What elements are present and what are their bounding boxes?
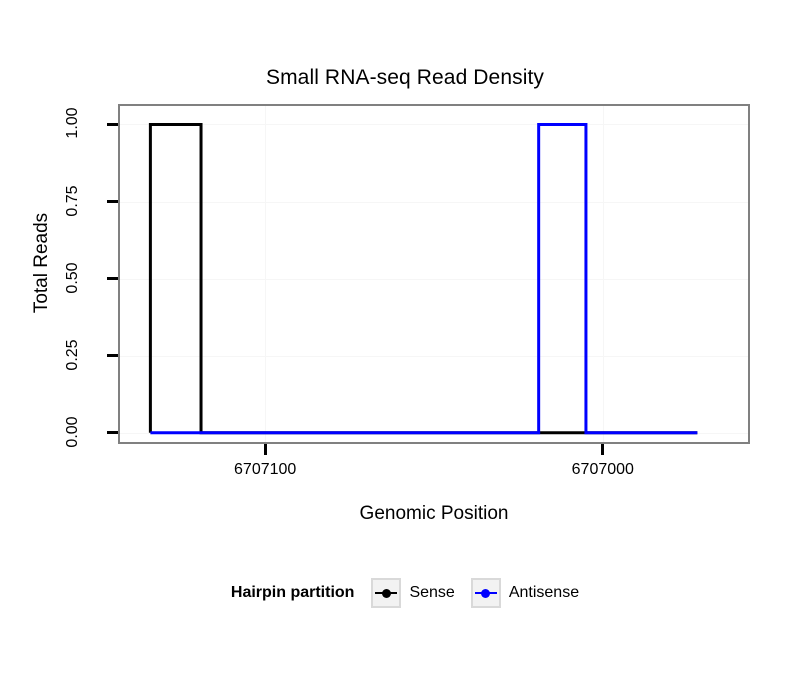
y-axis-tick [107,431,118,435]
legend-key-dot [381,588,391,598]
legend-label-antisense: Antisense [508,584,580,601]
y-axis-tick-label: 0.50 [64,262,81,294]
line-point-key-icon [470,578,501,608]
x-axis-tick [263,444,267,455]
legend-item-sense[interactable]: Sense [371,578,455,608]
gridline-vertical [265,106,266,442]
series-layer [148,123,698,435]
x-axis-tick-label: 6707100 [234,461,297,478]
y-axis-tick [107,277,118,281]
y-axis-tick-label: 1.00 [64,107,81,140]
y-axis-title: Total Reads [31,212,52,314]
y-axis-tick [107,122,118,126]
chart-title: Small RNA-seq Read Density [265,66,545,89]
plot-area [120,106,748,442]
gridline-horizontal [120,124,748,125]
legend-key-dot [481,588,491,598]
y-axis-tick-label: 0.00 [64,416,81,448]
legend: Hairpin partition Sense Antisense [0,578,810,608]
gridline-horizontal [120,279,748,280]
x-axis-tick [601,444,605,455]
series-line-sense [148,123,698,435]
plot-panel [118,104,750,444]
gridline-horizontal [120,202,748,203]
x-axis-tick-label: 6707000 [571,461,634,478]
legend-label-sense: Sense [409,584,455,601]
y-axis-tick [107,354,118,358]
gridline-horizontal [120,356,748,357]
y-axis-tick-label: 0.25 [64,339,81,371]
x-axis-title: Genomic Position [359,503,509,524]
gridline-vertical [603,106,604,442]
legend-title: Hairpin partition [230,584,355,601]
line-point-key-icon [371,578,402,608]
y-axis-tick-label: 0.75 [64,184,81,217]
y-axis-tick [107,200,118,204]
series-line-antisense [150,123,698,435]
legend-item-antisense[interactable]: Antisense [470,578,580,608]
